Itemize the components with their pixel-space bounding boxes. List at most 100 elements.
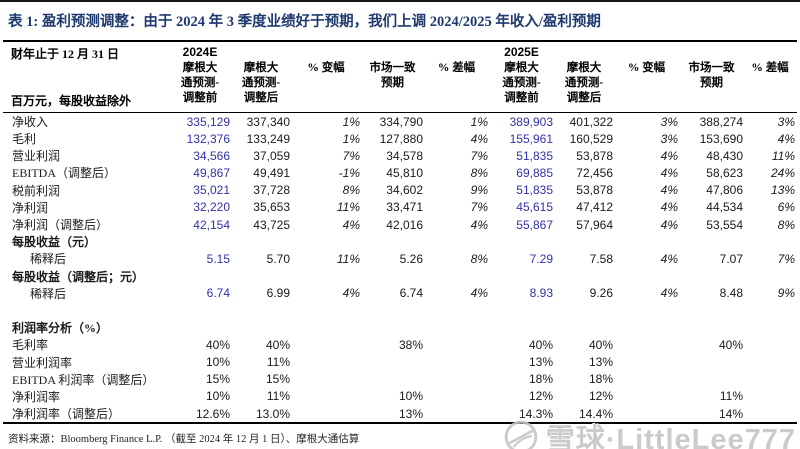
row-label: 税前利润 [12,183,61,198]
cell-value [425,336,490,353]
year-label [555,45,613,61]
column-name: 摩根大 通预测- 调整后 [564,62,604,104]
year-label: 2024E [182,45,218,59]
cell-value [292,319,362,336]
year-label [680,45,743,61]
cell-value: 8% [470,251,488,266]
table-body: 净收入 335,129 337,340 1% 334,790 1% 389,903 401,3… [3,113,797,424]
cell-value: 3% [660,114,678,129]
cell-value [745,353,797,370]
cell-value [490,302,555,319]
cell-value: 47,412 [576,200,613,215]
cell-value: 6.74 [206,286,230,301]
cell-value [362,233,425,250]
column-name: 市场一致 预期 [688,62,735,89]
cell-value: 49,867 [193,165,230,180]
cell-value: 1% [342,131,360,146]
cell-value: 5.26 [399,251,423,266]
cell-value: 4% [660,251,678,266]
cell-value [170,302,232,319]
cell-value: 34,578 [386,148,423,163]
column-header: % 差幅 [425,41,490,113]
cell-value [292,302,362,319]
cell-value: 47,806 [706,183,743,198]
cell-value [232,268,292,285]
cell-value: 9% [777,286,795,301]
cell-value: 72,456 [576,165,613,180]
cell-value: 4% [342,286,360,301]
fiscal-year-note: 财年止于 12 月 31 日 [11,47,120,61]
cell-value: 337,340 [246,114,290,129]
year-label [615,45,678,61]
cell-value: 3% [777,114,795,129]
column-name: % 变幅 [307,62,345,74]
cell-value: 4% [660,183,678,198]
cell-value: 10% [205,355,230,370]
row-label [3,302,170,319]
cell-value: 12.6% [195,406,230,421]
year-label [362,45,423,61]
cell-value [745,405,797,423]
cell-value: 57,964 [576,217,613,232]
cell-value: 153,690 [699,131,743,146]
column-header: 市场一致 预期 [680,41,745,113]
table-row: EBITDA（调整后） 49,867 49,491 -1% 45,810 8% 69,885… [3,164,797,181]
cell-value: 4% [660,165,678,180]
cell-value [745,302,797,319]
cell-value: 13% [528,355,553,370]
cell-value [425,268,490,285]
cell-value: 7.07 [719,251,743,266]
year-label [745,45,795,61]
cell-value: 48,430 [706,148,743,163]
cell-value [292,233,362,250]
table-row: EBITDA 利润率（调整后） 15% 15% 18% 18% [3,371,797,388]
cell-value: 10% [205,389,230,404]
cell-value: 35,021 [193,183,230,198]
cell-value: 37,059 [253,148,290,163]
cell-value: 51,835 [516,183,553,198]
cell-value: 335,129 [186,114,230,129]
table-row: 利润率分析（%） [3,319,797,336]
cell-value: 4% [470,131,488,146]
cell-value [425,319,490,336]
table-row: 营业利润率 10% 11% 13% 13% [3,353,797,370]
cell-value: 4% [660,148,678,163]
cell-value: 4% [470,286,488,301]
year-label [425,45,488,61]
cell-value: 160,529 [569,131,613,146]
cell-value: 49,491 [253,165,290,180]
cell-value [680,302,745,319]
cell-value: 4% [660,286,678,301]
cell-value [680,233,745,250]
cell-value: 45,615 [516,200,553,215]
column-header: 摩根大 通预测- 调整后 [555,41,615,113]
cell-value: 132,376 [186,131,230,146]
cell-value: 6% [777,200,795,215]
row-label: 每股收益（元） [12,235,97,250]
cell-value: 15% [205,372,230,387]
cell-value: 8.93 [529,286,553,301]
cell-value: 9.26 [589,286,613,301]
table-row: 净收入 335,129 337,340 1% 334,790 1% 389,903 401,3… [3,113,797,131]
table-header: 财年止于 12 月 31 日 百万元，每股收益除外 2024E 摩根大 通预测- … [3,41,797,113]
cell-value [555,233,615,250]
row-label: 毛利率 [12,338,49,353]
cell-value: 32,220 [193,200,230,215]
cell-value [745,233,797,250]
cell-value: 18% [588,372,613,387]
cell-value: 127,880 [379,131,423,146]
cell-value [425,302,490,319]
cell-value: 24% [770,165,795,180]
cell-value: 1% [470,114,488,129]
cell-value [362,371,425,388]
cell-value: 334,790 [379,114,423,129]
cell-value [232,302,292,319]
forecast-table: 财年止于 12 月 31 日 百万元，每股收益除外 2024E 摩根大 通预测- … [3,40,797,424]
row-label: 稀释后 [30,252,67,267]
cell-value: 8% [342,183,360,198]
cell-value: 8.48 [719,286,743,301]
cell-value: 15% [265,372,290,387]
cell-value [615,336,680,353]
cell-value: 8% [777,217,795,232]
cell-value: 7% [470,148,488,163]
